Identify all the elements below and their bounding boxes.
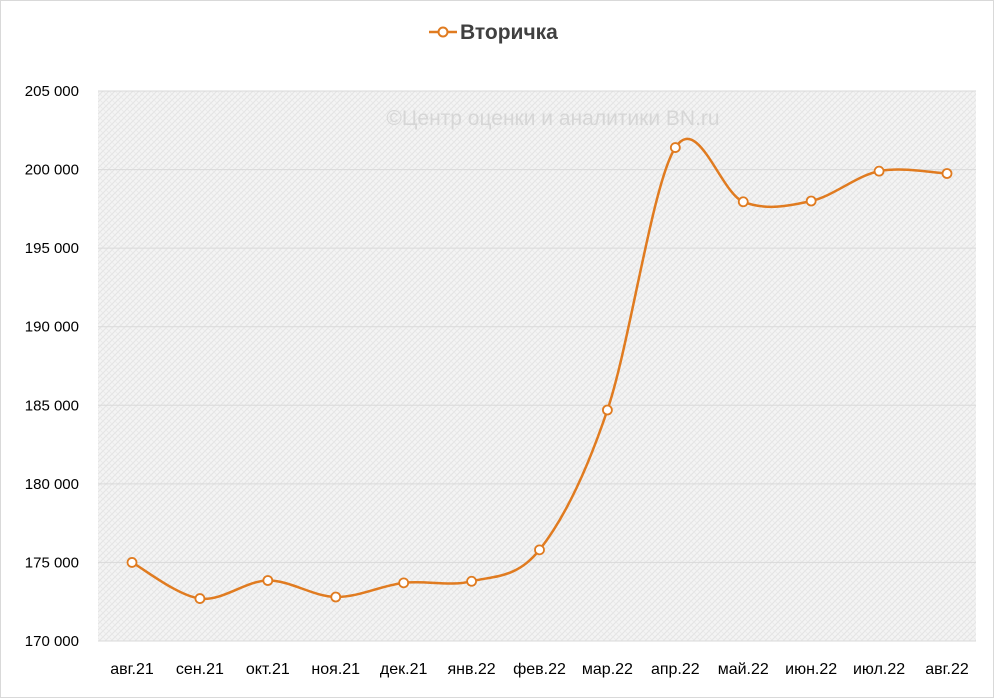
x-tick-label: авг.21 (110, 661, 154, 678)
data-point (534, 544, 545, 556)
x-tick-label: май.22 (718, 661, 769, 678)
legend: Вторичка (429, 21, 558, 44)
x-tick-label: янв.22 (447, 661, 495, 678)
series-layer (126, 137, 953, 604)
y-axis: 170 000 175 000 180 000 185 000 190 000 195 0… (25, 83, 79, 650)
x-tick-label: ноя.21 (311, 661, 360, 678)
y-tick-label: 190 000 (25, 319, 79, 336)
y-tick-label: 175 000 (25, 554, 79, 571)
x-tick-label: июн.22 (785, 661, 837, 678)
data-point (941, 168, 953, 179)
data-point (669, 142, 681, 153)
x-tick-label: мар.22 (582, 661, 633, 678)
y-tick-label: 170 000 (25, 633, 79, 650)
x-tick-label: дек.21 (380, 661, 428, 678)
data-point (737, 196, 749, 208)
y-tick-label: 180 000 (25, 476, 79, 493)
series-line (130, 137, 949, 601)
x-axis: авг.21 сен.21 окт.21 ноя.21 дек.21 янв.22 фев.… (110, 661, 969, 678)
y-tick-label: 205 000 (25, 83, 79, 100)
x-tick-label: апр.22 (651, 661, 700, 678)
legend-entry-vtorichka: Вторичка (460, 21, 558, 44)
legend-marker-icon (437, 26, 449, 38)
y-tick-label: 185 000 (25, 397, 79, 414)
data-point (126, 557, 138, 568)
data-point (194, 593, 206, 604)
x-tick-label: авг.22 (925, 661, 969, 678)
gridlines (98, 90, 976, 642)
x-tick-label: сен.21 (176, 661, 224, 678)
x-tick-label: окт.21 (246, 661, 290, 678)
data-point (466, 575, 477, 587)
x-tick-label: фев.22 (513, 661, 566, 678)
y-tick-label: 195 000 (25, 240, 79, 257)
data-point (873, 165, 885, 177)
y-tick-label: 200 000 (25, 162, 79, 179)
data-point (262, 575, 274, 586)
data-point (805, 195, 817, 207)
plot-area (98, 91, 976, 641)
data-point (398, 577, 410, 589)
data-point (330, 591, 342, 603)
watermark: ©Центр оценки и аналитики BN.ru (386, 107, 719, 130)
x-tick-label: июл.22 (853, 661, 905, 678)
data-point (602, 404, 613, 416)
